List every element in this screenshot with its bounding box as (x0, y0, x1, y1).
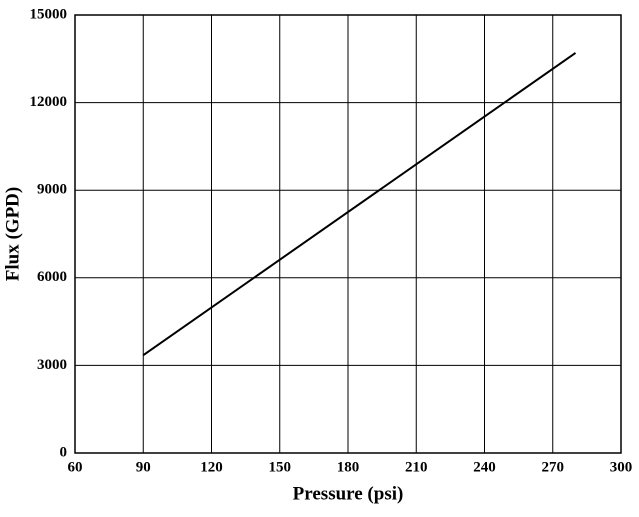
x-tick-label: 240 (473, 459, 496, 475)
y-tick-label: 9000 (37, 182, 67, 198)
y-tick-label: 12000 (30, 94, 68, 110)
plot-frame (74, 14, 622, 454)
y-tick-label: 15000 (30, 6, 68, 22)
data-line (142, 52, 577, 356)
x-tick-label: 270 (542, 459, 565, 475)
x-tick-label: 210 (405, 459, 428, 475)
x-tick-label: 300 (610, 459, 633, 475)
x-tick-label: 120 (200, 459, 223, 475)
y-axis-title: Flux (GPD) (2, 187, 23, 281)
x-axis-title: Pressure (psi) (293, 483, 404, 504)
x-tick-label: 90 (136, 459, 151, 475)
x-tick-label: 180 (337, 459, 360, 475)
y-tick-label: 3000 (37, 357, 67, 373)
y-tick-label: 0 (60, 444, 68, 460)
x-tick-label: 150 (269, 459, 292, 475)
y-tick-label: 6000 (37, 269, 67, 285)
x-tick-label: 60 (68, 459, 83, 475)
